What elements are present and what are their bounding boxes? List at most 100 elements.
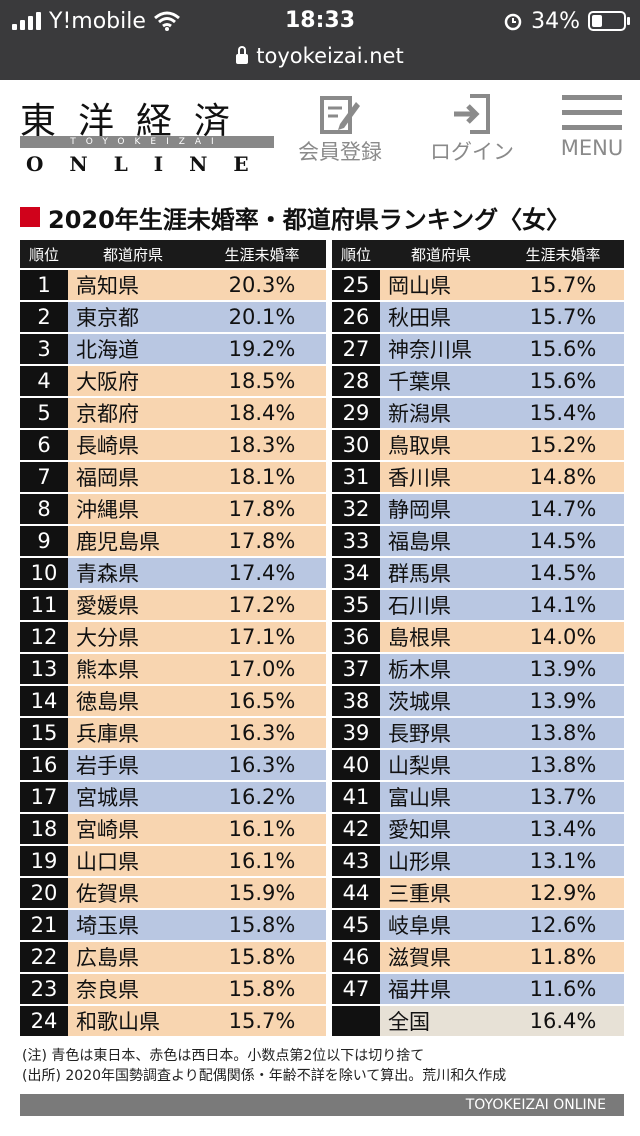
login-button[interactable]: ログイン (426, 88, 518, 166)
cell-rate: 12.9% (502, 878, 624, 908)
cell-pref: 滋賀県 (380, 942, 502, 972)
clock: 18:33 (284, 8, 356, 33)
cell-rank: 47 (326, 974, 380, 1004)
cell-rank: 44 (326, 878, 380, 908)
table-row: 4 大阪府 18.5% 28 千葉県 15.6% (20, 366, 624, 396)
cell-rank: 31 (326, 462, 380, 492)
cell-pref: 福岡県 (68, 462, 198, 492)
table-row: 23 奈良県 15.8% 47 福井県 11.6% (20, 974, 624, 1004)
cell-pref: 広島県 (68, 942, 198, 972)
cell-rate: 15.6% (502, 366, 624, 396)
cell-rank: 17 (20, 782, 68, 812)
title-marker-icon (20, 207, 40, 227)
cell-rate: 16.3% (198, 718, 326, 748)
cell-rate: 15.8% (198, 942, 326, 972)
cell-rate: 14.7% (502, 494, 624, 524)
cell-pref: 宮崎県 (68, 814, 198, 844)
cell-pref: 北海道 (68, 334, 198, 364)
cell-pref: 和歌山県 (68, 1006, 198, 1036)
table-row: 15 兵庫県 16.3% 39 長野県 13.8% (20, 718, 624, 748)
cell-rate: 15.6% (502, 334, 624, 364)
table-row: 3 北海道 19.2% 27 神奈川県 15.6% (20, 334, 624, 364)
cell-rank (326, 1006, 380, 1036)
chart-title: 2020年生涯未婚率・都道府県ランキング〈女〉 (20, 202, 570, 234)
cell-pref: 長野県 (380, 718, 502, 748)
table-row: 9 鹿児島県 17.8% 33 福島県 14.5% (20, 526, 624, 556)
cell-rank: 30 (326, 430, 380, 460)
cell-rank: 40 (326, 750, 380, 780)
cell-rank: 23 (20, 974, 68, 1004)
cell-pref: 千葉県 (380, 366, 502, 396)
table-row: 7 福岡県 18.1% 31 香川県 14.8% (20, 462, 624, 492)
table-row: 1 高知県 20.3% 25 岡山県 15.7% (20, 270, 624, 300)
logo-online: ONLINE (26, 152, 275, 176)
cell-rank: 21 (20, 910, 68, 940)
cell-rate: 18.3% (198, 430, 326, 460)
url-bar[interactable]: toyokeizai.net (0, 40, 640, 72)
table-row: 21 埼玉県 15.8% 45 岐阜県 12.6% (20, 910, 624, 940)
table-row: 11 愛媛県 17.2% 35 石川県 14.1% (20, 590, 624, 620)
table-row: 24 和歌山県 15.7% 全国 16.4% (20, 1006, 624, 1036)
cell-rate: 14.8% (502, 462, 624, 492)
cell-pref: 岩手県 (68, 750, 198, 780)
table-header-row: 順位 都道府県 生涯未婚率 順位 都道府県 生涯未婚率 (20, 240, 624, 268)
cell-rate: 15.7% (502, 270, 624, 300)
cell-pref: 埼玉県 (68, 910, 198, 940)
cell-rank: 1 (20, 270, 68, 300)
cell-rate: 14.0% (502, 622, 624, 652)
cell-rate: 16.5% (198, 686, 326, 716)
cell-rank: 20 (20, 878, 68, 908)
cell-rate: 13.8% (502, 718, 624, 748)
battery-percent: 34% (531, 8, 580, 34)
cell-pref: 三重県 (380, 878, 502, 908)
cell-rank: 36 (326, 622, 380, 652)
cell-rate: 16.3% (198, 750, 326, 780)
cell-rate: 15.7% (198, 1006, 326, 1036)
note-line: (出所) 2020年国勢調査より配偶関係・年齢不詳を除いて算出。荒川和久作成 (22, 1068, 507, 1084)
menu-button[interactable]: MENU (556, 88, 628, 160)
cell-rank: 24 (20, 1006, 68, 1036)
cell-rank: 26 (326, 302, 380, 332)
cell-rank: 39 (326, 718, 380, 748)
cell-rate: 18.5% (198, 366, 326, 396)
cell-rate: 11.8% (502, 942, 624, 972)
table-row: 20 佐賀県 15.9% 44 三重県 12.9% (20, 878, 624, 908)
cell-rank: 9 (20, 526, 68, 556)
battery-icon (588, 11, 630, 31)
table-row: 16 岩手県 16.3% 40 山梨県 13.8% (20, 750, 624, 780)
cell-rate: 15.9% (198, 878, 326, 908)
cell-rank: 28 (326, 366, 380, 396)
cell-rank: 33 (326, 526, 380, 556)
cell-rate: 14.5% (502, 526, 624, 556)
cell-rank: 38 (326, 686, 380, 716)
cell-pref: 愛媛県 (68, 590, 198, 620)
register-button[interactable]: 会員登録 (294, 88, 386, 166)
cell-rank: 45 (326, 910, 380, 940)
cell-rate: 16.4% (502, 1006, 624, 1036)
cell-rank: 29 (326, 398, 380, 428)
cell-rank: 37 (326, 654, 380, 684)
cell-pref: 石川県 (380, 590, 502, 620)
cell-rank: 16 (20, 750, 68, 780)
edit-icon (320, 96, 360, 134)
table-row: 19 山口県 16.1% 43 山形県 13.1% (20, 846, 624, 876)
cell-rank: 34 (326, 558, 380, 588)
register-label: 会員登録 (298, 140, 382, 164)
cell-pref: 神奈川県 (380, 334, 502, 364)
header-rank: 順位 (20, 240, 68, 268)
header-rate: 生涯未婚率 (502, 240, 624, 268)
cell-rank: 18 (20, 814, 68, 844)
cell-rank: 5 (20, 398, 68, 428)
cell-rate: 15.8% (198, 910, 326, 940)
table-row: 6 長崎県 18.3% 30 鳥取県 15.2% (20, 430, 624, 460)
cell-pref: 鹿児島県 (68, 526, 198, 556)
site-logo[interactable]: 東洋経済 TOYOKEIZAI ONLINE (20, 92, 274, 176)
cell-pref: 福井県 (380, 974, 502, 1004)
login-icon (454, 94, 490, 134)
url-text: toyokeizai.net (256, 44, 404, 68)
cell-pref: 大分県 (68, 622, 198, 652)
carrier-label: Y!mobile (49, 8, 146, 34)
cell-rate: 20.3% (198, 270, 326, 300)
cell-rank: 43 (326, 846, 380, 876)
table-row: 12 大分県 17.1% 36 島根県 14.0% (20, 622, 624, 652)
